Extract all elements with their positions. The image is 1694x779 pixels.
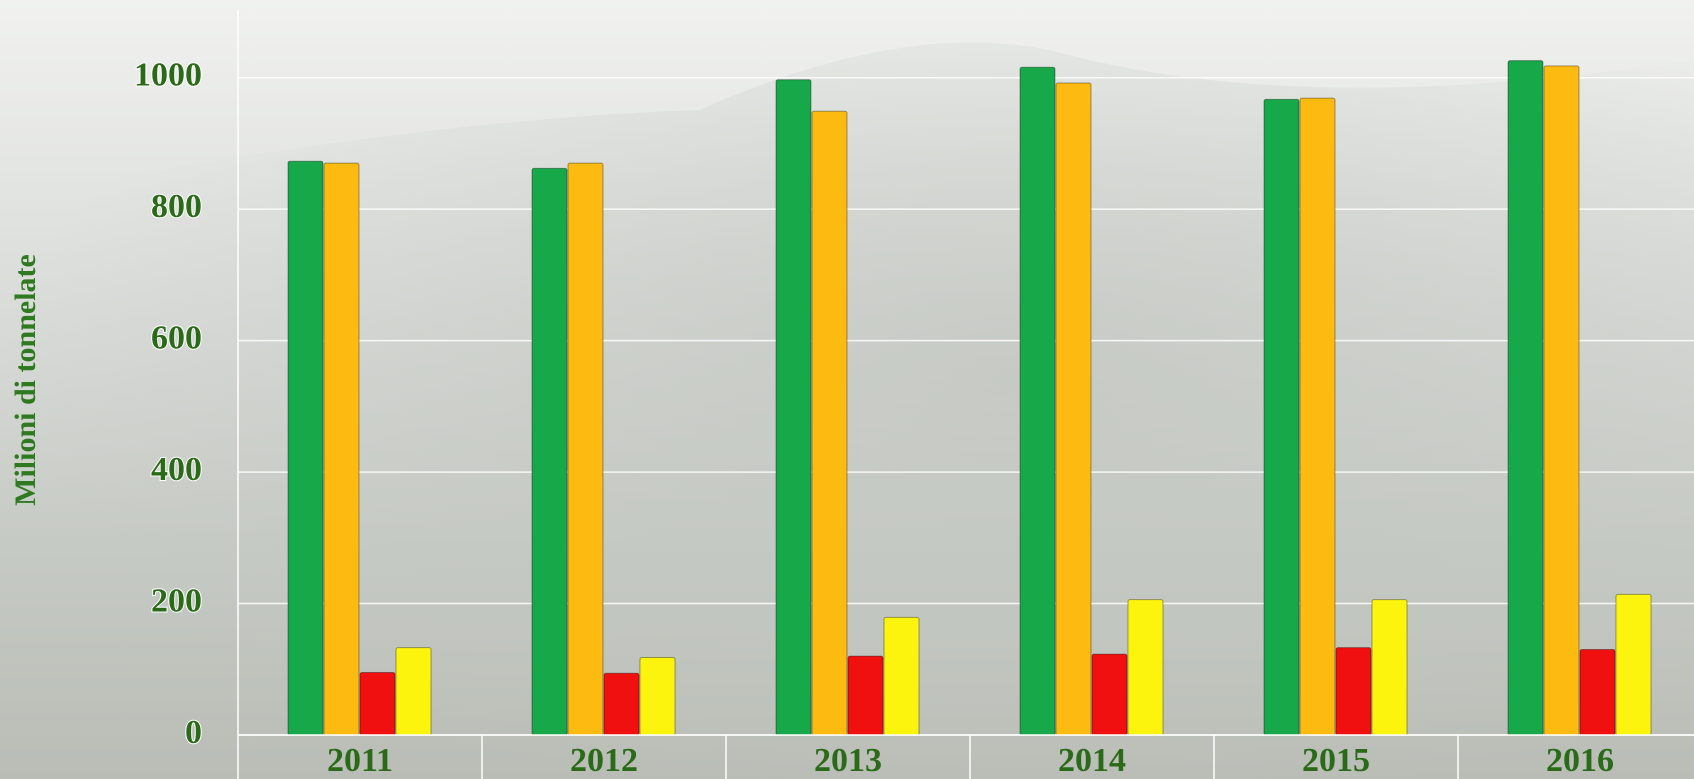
bar <box>1092 654 1127 735</box>
bar <box>1056 83 1091 735</box>
bar <box>640 657 675 735</box>
y-tick-label: 200 <box>151 582 202 619</box>
bar <box>776 80 811 735</box>
y-tick-label: 0 <box>185 714 202 751</box>
bar <box>1616 594 1651 735</box>
bar <box>1372 600 1407 735</box>
bar <box>288 161 323 735</box>
bar <box>1264 99 1299 735</box>
bar <box>604 673 639 735</box>
page: Milioni di tonnelate 0 200 400 600 800 1000 20… <box>0 0 1694 779</box>
bar <box>568 163 603 735</box>
bar <box>1544 66 1579 735</box>
y-tick-label: 800 <box>151 188 202 225</box>
bar <box>360 673 395 735</box>
bar <box>1508 61 1543 735</box>
x-tick-label: 2012 <box>570 742 638 779</box>
bar <box>324 163 359 735</box>
bar <box>1128 600 1163 735</box>
x-tick-label: 2014 <box>1058 742 1126 779</box>
y-tick-label: 600 <box>151 319 202 356</box>
bar <box>396 648 431 735</box>
chart: Milioni di tonnelate 0 200 400 600 800 1000 20… <box>0 0 1694 779</box>
x-tick-label: 2015 <box>1302 742 1370 779</box>
y-tick-label: 400 <box>151 451 202 488</box>
y-axis-label: Milioni di tonnelate <box>9 254 42 506</box>
bar <box>1336 648 1371 735</box>
bar <box>884 617 919 735</box>
x-tick-label: 2011 <box>327 742 393 779</box>
bar <box>848 656 883 735</box>
bar <box>1580 650 1615 735</box>
x-tick-label: 2013 <box>814 742 882 779</box>
y-tick-label: 1000 <box>134 57 202 94</box>
bar <box>1300 98 1335 735</box>
bar <box>1020 67 1055 735</box>
x-tick-label: 2016 <box>1546 742 1614 779</box>
bar <box>812 111 847 735</box>
bar <box>532 168 567 735</box>
